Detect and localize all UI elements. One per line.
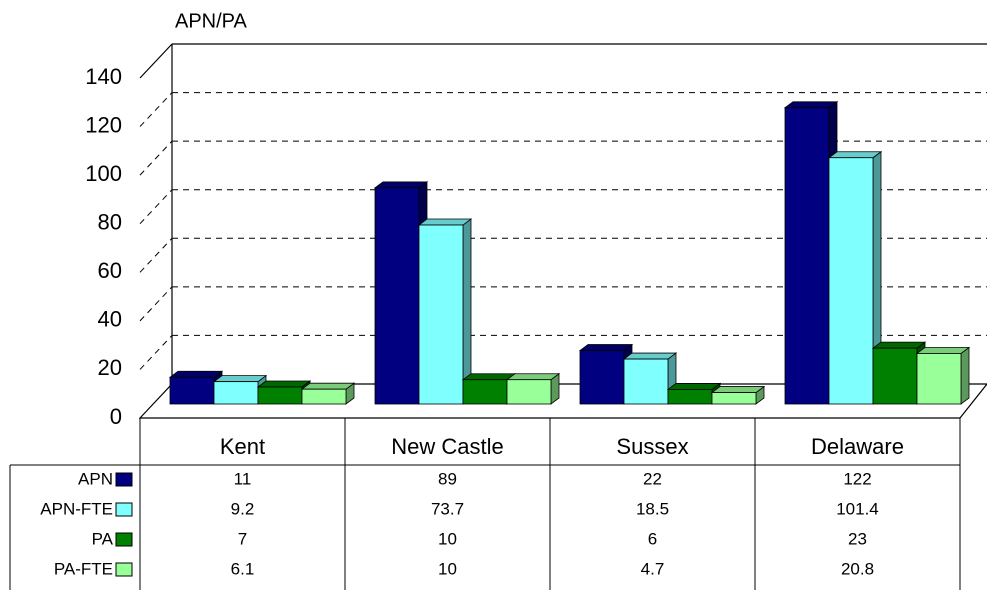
bar xyxy=(462,379,508,405)
y-tick-label: 120 xyxy=(85,112,122,137)
y-tick-label: 60 xyxy=(98,258,122,283)
table-cell: 20.8 xyxy=(841,559,874,578)
bar xyxy=(623,358,669,405)
table-cell: 10 xyxy=(438,559,457,578)
y-tick-label: 40 xyxy=(98,307,122,332)
bar xyxy=(667,389,713,405)
bar-top xyxy=(622,352,678,360)
bar xyxy=(374,187,420,405)
bar-top xyxy=(871,341,927,349)
bar xyxy=(301,388,347,405)
y-tick-label: 100 xyxy=(85,161,122,186)
bar xyxy=(916,353,962,405)
legend-swatch xyxy=(115,532,133,547)
bar-top xyxy=(710,386,766,393)
side-grid-line xyxy=(139,335,173,370)
bar-top xyxy=(373,181,429,189)
side-grid-line xyxy=(139,286,173,322)
table-cell: 10 xyxy=(438,529,457,548)
bar xyxy=(506,379,552,405)
table-cell: 6 xyxy=(648,529,657,548)
bar-top xyxy=(417,218,473,226)
bar xyxy=(169,376,215,405)
bar-top xyxy=(783,101,839,109)
bar xyxy=(784,107,830,405)
bar-top xyxy=(300,382,356,390)
bar-top xyxy=(212,375,268,383)
bar-top xyxy=(827,151,883,159)
table-cell: 6.1 xyxy=(231,559,255,578)
side-grid-line xyxy=(139,189,173,225)
table-cell: 11 xyxy=(234,469,252,488)
bar xyxy=(711,392,757,405)
y-tick-label: 20 xyxy=(98,355,122,380)
x-tick-label: New Castle xyxy=(391,434,503,459)
table-cell: 122 xyxy=(843,469,871,488)
side-grid-line xyxy=(139,140,173,176)
table-cell: 22 xyxy=(643,469,662,488)
bar xyxy=(872,347,918,405)
side-grid-line xyxy=(139,92,173,127)
y-tick-label: 140 xyxy=(85,64,122,89)
bar xyxy=(828,157,874,405)
bar-top xyxy=(256,380,312,388)
legend-swatch xyxy=(115,502,133,517)
table-grid xyxy=(9,418,961,590)
table-cell: 18.5 xyxy=(636,499,669,518)
x-tick-label: Sussex xyxy=(616,434,688,459)
bar xyxy=(579,350,625,405)
chart-title: APN/PA xyxy=(175,10,248,32)
bar-side xyxy=(960,346,970,405)
legend-label: APN xyxy=(78,469,113,488)
table-cell: 101.4 xyxy=(836,499,879,518)
bar-top xyxy=(578,344,634,351)
x-tick-label: Kent xyxy=(220,434,265,459)
bar-top xyxy=(168,370,224,378)
table-cell: 7 xyxy=(238,529,247,548)
legend-swatch xyxy=(115,562,133,577)
table-cell: 89 xyxy=(438,469,457,488)
y-tick-label: 0 xyxy=(110,404,122,429)
bar-top xyxy=(915,347,971,354)
y-tick-label: 80 xyxy=(98,210,122,235)
side-wall-top xyxy=(139,43,173,79)
table-cell: 73.7 xyxy=(431,499,464,518)
table-cell: 23 xyxy=(848,529,867,548)
x-tick-label: Delaware xyxy=(811,434,904,459)
table-cell: 4.7 xyxy=(641,559,665,578)
bar-top xyxy=(505,373,561,381)
table-cell: 9.2 xyxy=(231,499,255,518)
legend-swatch xyxy=(115,472,133,487)
bar xyxy=(213,381,259,405)
legend-label: PA-FTE xyxy=(54,559,113,578)
legend-label: APN-FTE xyxy=(40,499,113,518)
bar-top xyxy=(666,383,722,390)
side-grid-line xyxy=(139,237,173,273)
bar xyxy=(418,224,464,405)
bar xyxy=(257,386,303,405)
bar-top xyxy=(461,373,517,381)
legend-label: PA xyxy=(92,529,114,548)
